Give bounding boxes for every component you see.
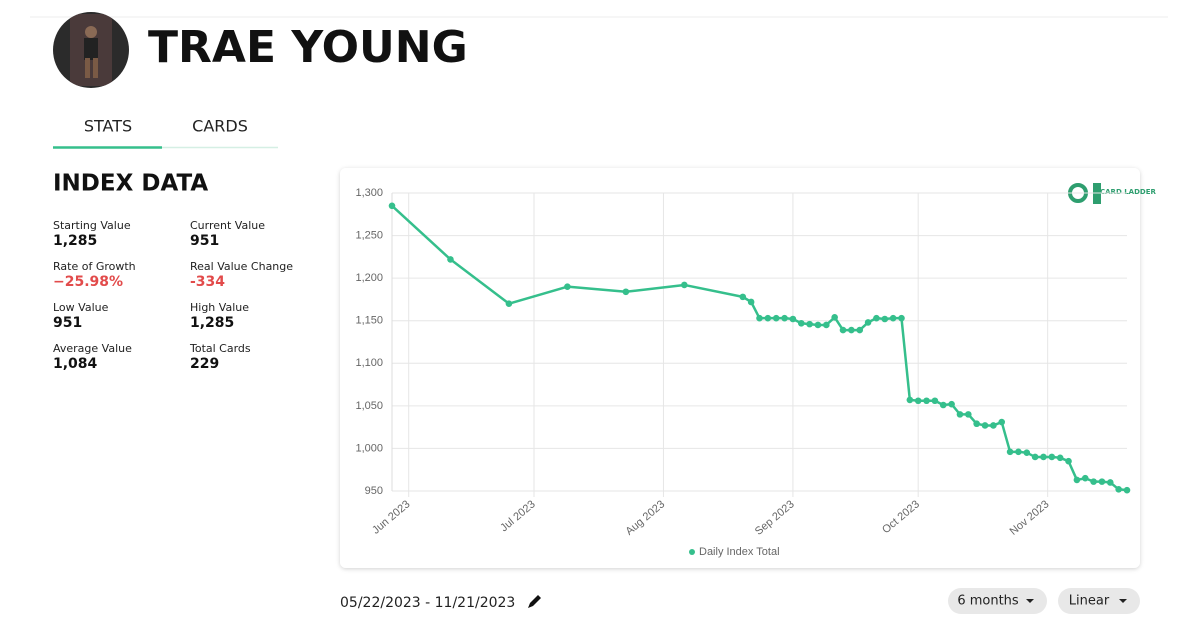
point (764, 314, 772, 322)
edit-icon[interactable] (528, 595, 541, 608)
dropdown-label[interactable]: Linear (1069, 594, 1110, 609)
point (889, 314, 897, 322)
point (797, 319, 805, 327)
point (806, 320, 813, 328)
point (873, 314, 880, 322)
point (1040, 453, 1047, 461)
point (1090, 478, 1097, 485)
point (1106, 479, 1114, 486)
y-tick-label: 1,250 (355, 229, 383, 241)
y-tick-label: 1,050 (355, 400, 383, 412)
y-tick-label: 1,150 (355, 315, 383, 327)
stat-value: -334 (190, 274, 225, 290)
point (747, 298, 755, 306)
y-tick-label: 1,100 (355, 357, 383, 369)
point (388, 202, 396, 210)
point (864, 319, 872, 326)
point (1115, 485, 1122, 493)
y-tick-label: 1,300 (355, 187, 383, 199)
point (756, 314, 763, 322)
tab[interactable]: STATS (84, 117, 132, 136)
point (1098, 478, 1106, 485)
point (1056, 454, 1064, 462)
point (981, 422, 989, 429)
section-title: INDEX DATA (53, 171, 208, 197)
tab[interactable]: CARDS (192, 117, 248, 136)
point (789, 315, 797, 323)
stat-label: Starting Value (53, 219, 131, 232)
stat-value: 1,285 (53, 233, 97, 249)
point (965, 411, 972, 418)
stat-value: 951 (53, 315, 82, 331)
stat-value: 229 (190, 356, 219, 372)
player-name: TRAE YOUNG (148, 22, 468, 73)
dropdown[interactable] (948, 588, 1047, 614)
point (881, 315, 889, 323)
avatar (53, 12, 129, 88)
y-tick-label: 1,000 (355, 442, 383, 454)
point (1073, 476, 1081, 484)
point (823, 321, 830, 329)
point (998, 418, 1006, 426)
point (781, 314, 788, 322)
point (856, 326, 864, 334)
point (1123, 486, 1131, 494)
point (939, 401, 947, 409)
point (831, 314, 838, 321)
point (931, 397, 939, 405)
point (948, 400, 955, 408)
stat-value: 951 (190, 233, 219, 249)
dropdown-caret (1119, 599, 1127, 603)
point (739, 293, 747, 301)
point (1006, 448, 1014, 456)
point (848, 326, 855, 334)
dropdown-caret (1026, 599, 1034, 603)
point (564, 283, 571, 290)
point (839, 326, 847, 334)
point (906, 396, 914, 404)
point (973, 420, 980, 428)
legend-swatch (689, 549, 695, 555)
point (814, 321, 822, 329)
y-tick-label: 1,200 (355, 272, 383, 284)
point (1065, 457, 1072, 465)
point (681, 281, 688, 289)
stat-label: Low Value (53, 301, 109, 314)
legend-label: Daily Index Total (699, 546, 780, 558)
point (1015, 448, 1022, 456)
point (505, 300, 513, 307)
stat-label: Real Value Change (190, 260, 293, 273)
point (990, 422, 997, 429)
chart-card (340, 168, 1140, 568)
point (956, 411, 964, 418)
dropdown-label[interactable]: 6 months (957, 594, 1019, 609)
point (447, 256, 454, 263)
stat-value: −25.98% (53, 274, 123, 290)
stat-value: 1,285 (190, 315, 234, 331)
point (898, 314, 905, 322)
stat-label: High Value (190, 301, 249, 314)
point (1081, 474, 1089, 482)
logo-text: CARD LADDER (1100, 188, 1156, 196)
point (914, 397, 922, 405)
point (772, 314, 780, 322)
point (1023, 449, 1031, 456)
point (622, 288, 630, 296)
stat-label: Total Cards (189, 342, 251, 355)
stat-label: Rate of Growth (53, 260, 136, 273)
point (1048, 453, 1056, 461)
point (923, 397, 930, 405)
point (1031, 453, 1039, 461)
stat-value: 1,084 (53, 356, 98, 372)
stat-label: Average Value (53, 342, 132, 355)
dropdown[interactable] (1058, 588, 1140, 614)
y-tick-label: 950 (365, 485, 383, 497)
stat-label: Current Value (190, 219, 265, 232)
date-range: 05/22/2023 - 11/21/2023 (340, 595, 515, 611)
